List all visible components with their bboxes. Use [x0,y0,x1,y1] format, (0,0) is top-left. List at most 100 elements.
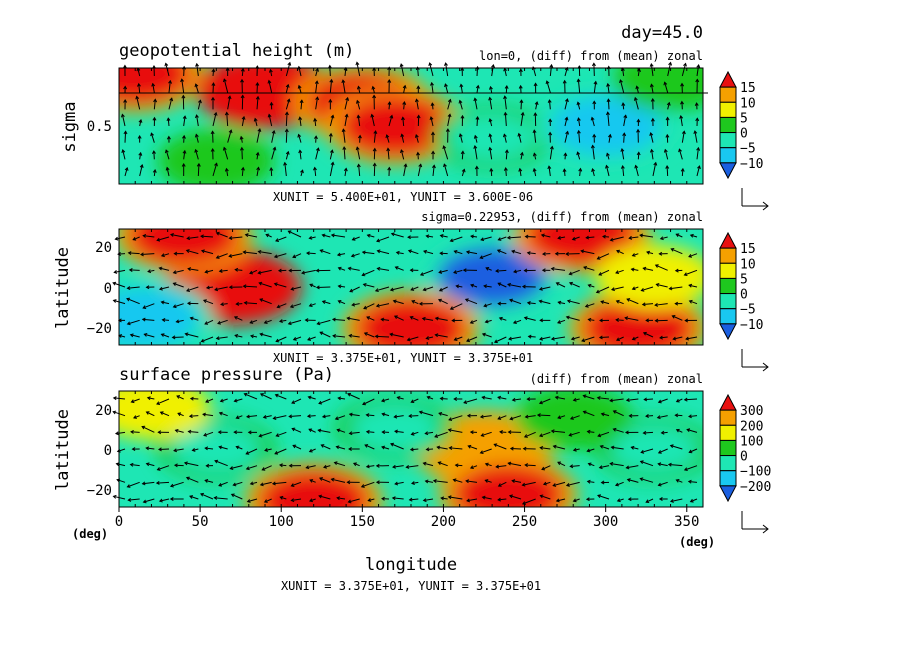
wind-arrow [519,151,524,160]
wind-arrow [234,333,243,338]
wind-arrow [305,465,316,470]
wind-arrow [194,148,199,160]
wind-arrow [447,113,452,127]
wind-arrow [511,397,522,402]
wind-arrow [615,299,624,305]
wind-arrow [329,114,335,127]
wind-arrow [309,498,316,503]
wind-arrow [602,234,610,239]
wind-arrow [210,130,215,143]
wind-arrow [390,442,404,450]
wind-arrow [375,463,390,468]
wind-arrow [315,96,320,110]
wind-arrow [195,62,200,77]
wind-arrow [600,300,610,305]
wind-arrow [438,411,448,417]
wind-arrow [344,113,349,127]
wind-arrow [124,166,129,177]
wind-arrow [609,398,624,403]
wind-arrow [616,498,624,503]
wind-arrow [218,445,228,450]
wind-arrow [259,393,272,400]
wind-arrow [306,414,316,419]
wind-arrow [211,82,216,93]
panel2-field-core-7 [609,252,700,301]
wind-arrow [284,128,289,143]
wind-arrow [228,236,243,240]
wind-arrow [581,336,595,343]
wind-arrow [147,269,155,274]
wind-arrow [203,431,214,437]
wind-arrow [526,251,536,256]
wind-arrow [554,395,566,400]
wind-arrow [321,233,331,238]
wind-arrow [361,250,375,255]
wind-arrow [387,101,392,110]
wind-arrow [434,431,448,438]
wind-arrow [448,446,463,450]
wind-arrow [431,131,435,143]
wind-arrow [330,233,346,238]
wind-arrow [437,461,448,467]
wind-arrow [666,101,671,110]
wind-arrow [308,235,316,240]
wind-arrow [172,282,184,288]
wind-arrow [128,268,140,273]
wind-arrow [568,431,580,437]
wind-arrow [361,269,375,277]
wind-arrow [224,167,229,177]
wind-arrow [168,79,173,93]
wind-arrow [609,236,624,242]
wind-arrow [274,448,287,455]
wind-arrow [381,398,390,403]
wind-arrow [284,111,289,127]
colorbar-label: 0 [740,288,748,303]
wind-arrow [467,444,478,450]
wind-arrow [636,151,641,160]
wind-arrow [539,336,551,341]
panel1-subtitle: lon=0, (diff) from (mean) zonal [479,49,703,63]
wind-arrow [315,285,331,290]
wind-arrow [155,480,170,485]
wind-arrow [229,465,243,470]
wind-arrow [688,253,698,258]
wind-arrow [313,135,318,143]
wind-arrow [255,151,260,160]
colorbar-segment [719,101,737,118]
wind-arrow [461,168,466,177]
wind-arrow [372,94,377,110]
wind-arrow [502,133,507,143]
wind-arrow [576,151,581,160]
wind-arrow [469,319,478,324]
wind-arrow [488,85,493,93]
wind-arrow [140,252,155,257]
wind-arrow [285,98,291,110]
wind-arrow [408,414,419,418]
wind-arrow [536,413,551,418]
colorbar-label: −5 [740,142,756,157]
wind-arrow [623,114,628,127]
wind-arrow [416,114,421,127]
wind-arrow [175,319,184,324]
wind-arrow [321,414,331,419]
wind-arrow [200,234,214,239]
wind-arrow [517,132,522,143]
panel2-field-core-4 [583,298,694,345]
wind-arrow [315,147,320,160]
panel1-wind-vectors [120,61,701,177]
wind-arrow [210,147,215,160]
wind-arrow [593,80,598,93]
wind-arrow [568,281,580,288]
wind-arrow [138,151,143,160]
wind-arrow [584,303,595,308]
wind-arrow [364,444,375,450]
wind-arrow [232,481,243,487]
colorbar-bottom-triangle [719,485,737,503]
wind-arrow [218,269,228,273]
panel1-field-core-1 [210,68,320,122]
wind-arrow [541,268,551,273]
wind-arrow [394,481,404,486]
wind-arrow [424,431,434,436]
wind-arrow [694,102,699,110]
wind-arrow [592,100,597,110]
